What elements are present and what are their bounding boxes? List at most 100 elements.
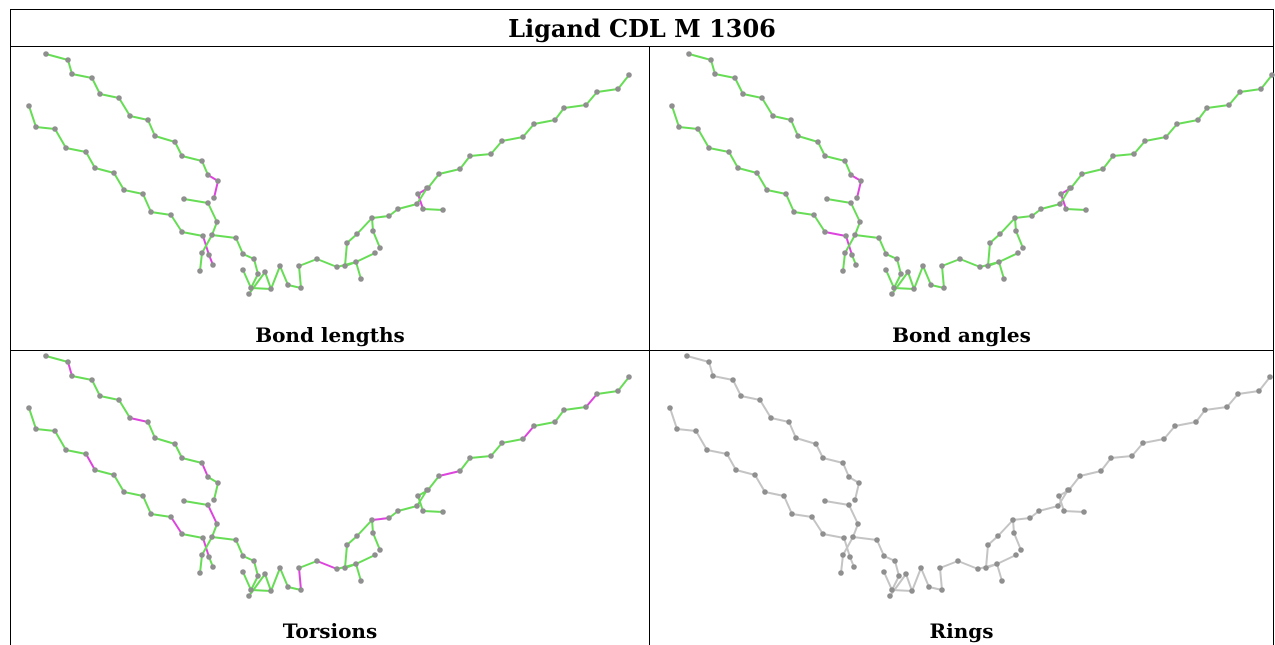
bond bbox=[941, 265, 945, 289]
atom bbox=[842, 250, 848, 256]
bond bbox=[35, 428, 56, 432]
atom bbox=[955, 558, 961, 564]
bond bbox=[737, 167, 758, 174]
atom bbox=[520, 134, 526, 140]
atom bbox=[457, 468, 463, 474]
atom bbox=[314, 256, 320, 262]
atom bbox=[752, 472, 758, 478]
bond bbox=[1226, 393, 1239, 408]
bond bbox=[298, 258, 318, 267]
bond bbox=[1070, 173, 1083, 189]
atom bbox=[724, 451, 730, 457]
bond bbox=[596, 88, 619, 93]
atom bbox=[268, 588, 274, 594]
bond bbox=[795, 437, 817, 445]
atom bbox=[615, 86, 621, 92]
bond bbox=[714, 73, 736, 79]
bond bbox=[469, 455, 492, 459]
atom bbox=[874, 537, 880, 543]
atom bbox=[1237, 89, 1243, 95]
bond bbox=[501, 136, 524, 142]
bond bbox=[1142, 438, 1165, 444]
bond bbox=[854, 234, 880, 239]
bond bbox=[91, 77, 101, 95]
atom bbox=[1057, 201, 1063, 207]
atom bbox=[248, 587, 254, 593]
atom bbox=[1056, 493, 1062, 499]
bond bbox=[397, 505, 418, 512]
bond bbox=[213, 482, 219, 501]
atom bbox=[1142, 138, 1148, 144]
bond bbox=[1012, 517, 1031, 521]
panel-caption: Rings bbox=[929, 619, 994, 643]
atom bbox=[759, 95, 765, 101]
bond bbox=[813, 214, 826, 233]
bond bbox=[999, 217, 1016, 235]
bond bbox=[170, 516, 183, 535]
atom bbox=[111, 170, 117, 176]
atom bbox=[285, 282, 291, 288]
atom bbox=[822, 498, 828, 504]
atom bbox=[334, 566, 340, 572]
atom bbox=[768, 415, 774, 421]
atom bbox=[353, 561, 359, 567]
atom bbox=[757, 397, 763, 403]
atom bbox=[939, 587, 945, 593]
atom bbox=[414, 503, 420, 509]
atom bbox=[710, 373, 716, 379]
atom bbox=[210, 564, 216, 570]
atom bbox=[842, 158, 848, 164]
bond bbox=[45, 355, 69, 363]
bond bbox=[427, 173, 440, 189]
bond bbox=[996, 563, 1003, 582]
atom bbox=[499, 138, 505, 144]
atom bbox=[488, 151, 494, 157]
bond bbox=[316, 258, 338, 268]
bond bbox=[35, 126, 56, 130]
bond bbox=[712, 375, 734, 381]
atom bbox=[733, 467, 739, 473]
atom bbox=[33, 426, 39, 432]
atom bbox=[1256, 388, 1262, 394]
atom bbox=[854, 195, 860, 201]
atom bbox=[205, 200, 211, 206]
atom bbox=[145, 117, 151, 123]
atom bbox=[791, 209, 797, 215]
atom bbox=[424, 487, 430, 493]
atom bbox=[909, 588, 915, 594]
bond bbox=[826, 198, 852, 204]
atom bbox=[985, 263, 991, 269]
atom bbox=[905, 269, 911, 275]
bond bbox=[242, 571, 252, 591]
atom bbox=[903, 571, 909, 577]
atom bbox=[386, 213, 392, 219]
atom bbox=[820, 455, 826, 461]
bond bbox=[1174, 421, 1197, 427]
atom bbox=[377, 245, 383, 251]
bond bbox=[99, 395, 120, 401]
atom bbox=[179, 229, 185, 235]
bond bbox=[372, 532, 381, 551]
atom bbox=[69, 373, 75, 379]
bond bbox=[695, 430, 708, 451]
atom bbox=[786, 419, 792, 425]
atom bbox=[205, 502, 211, 508]
atom bbox=[730, 377, 736, 383]
atom bbox=[344, 240, 350, 246]
bond bbox=[822, 457, 844, 464]
atom bbox=[1267, 374, 1273, 380]
bond bbox=[742, 93, 763, 99]
atom bbox=[205, 172, 211, 178]
bond bbox=[371, 215, 390, 219]
atom bbox=[726, 149, 732, 155]
bond bbox=[213, 180, 219, 199]
atom bbox=[552, 419, 558, 425]
atom bbox=[996, 259, 1002, 265]
bond bbox=[1063, 510, 1085, 513]
bond bbox=[957, 560, 979, 570]
bond bbox=[985, 544, 989, 569]
atom bbox=[262, 269, 268, 275]
bond bbox=[181, 457, 203, 464]
atom bbox=[214, 521, 220, 527]
bond bbox=[1040, 203, 1061, 210]
